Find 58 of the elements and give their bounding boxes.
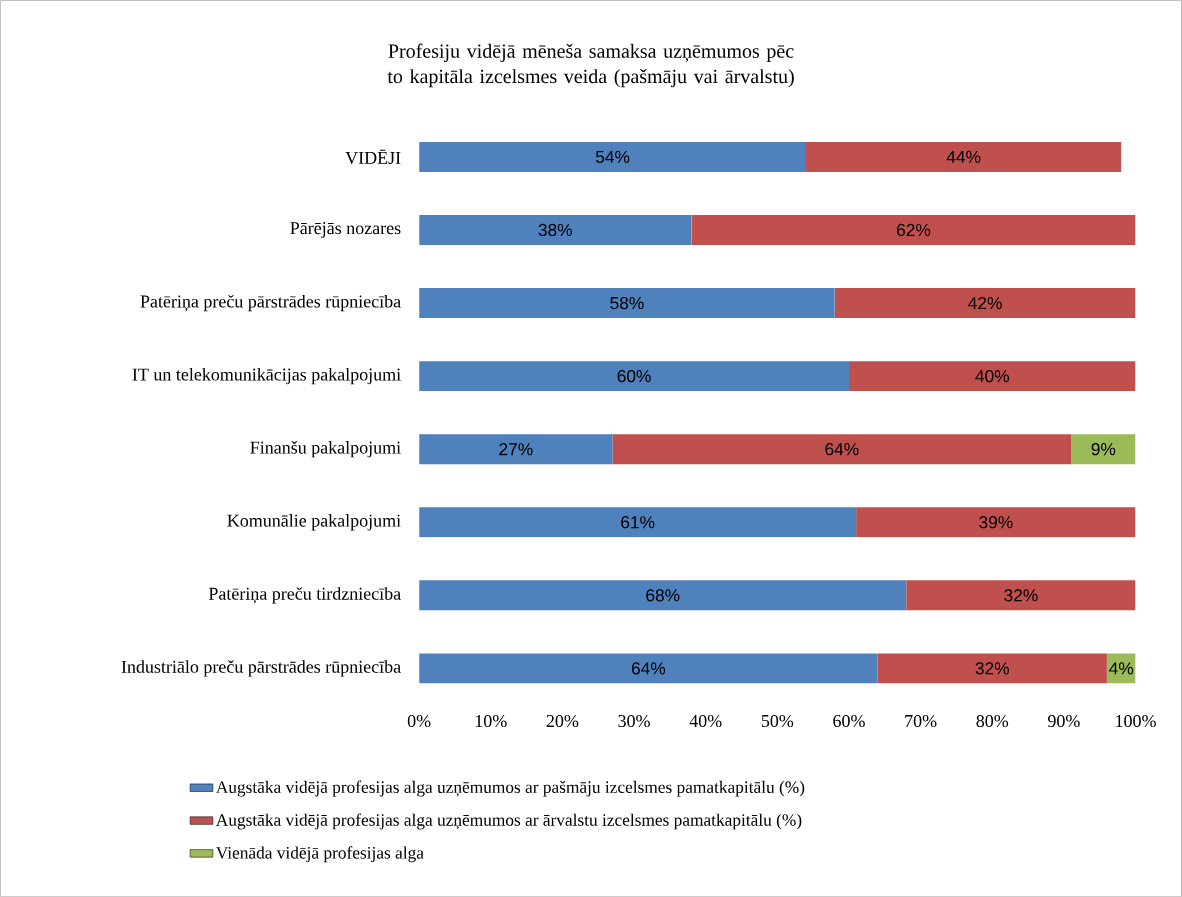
bar [419,434,613,465]
y-tick-label: Industriālo preču pārstrādes rūpniecība [121,660,401,677]
bar [834,287,1136,318]
legend-label: Vienāda vidējā profesijas alga [215,846,424,863]
data-label: 9% [1091,442,1116,456]
data-label: 44% [946,150,981,163]
y-tick-label: IT un telekomunikācijas pakalpojumi [132,367,401,385]
bar [856,507,1136,538]
data-label: 64% [825,442,859,456]
data-label: 54% [595,150,630,163]
bar [906,580,1136,611]
data-label: 27% [499,442,533,456]
bar [806,141,1122,172]
x-tick-label: 50% [761,714,794,728]
bar [419,653,878,684]
bar [419,287,835,318]
x-tick-label: 80% [976,714,1009,728]
data-label: 38% [538,223,572,236]
bar [419,214,692,245]
bar [848,361,1136,391]
data-label: 68% [646,589,680,602]
bar [419,361,849,391]
data-label: 42% [968,296,1002,310]
x-tick-label: 40% [689,714,722,728]
data-label: 4% [1109,662,1134,675]
bar [419,580,907,611]
data-label: 39% [979,515,1013,529]
data-label: 40% [975,369,1009,383]
data-label: 62% [897,223,931,236]
data-label: 60% [617,369,651,383]
x-tick-label: 20% [546,714,579,728]
y-tick-label: VIDĒJI [345,149,401,164]
data-label: 32% [975,662,1009,675]
bar [419,141,806,172]
y-tick-label: Finanšu pakalpojumi [250,440,401,458]
x-tick-label: 100% [1116,714,1156,728]
data-label: 61% [621,515,655,529]
y-tick-label: Patēriņa preču tirdzniecība [208,587,401,604]
y-tick-label: Pārējās nozares [290,222,401,238]
data-label: 64% [631,662,666,675]
bar [877,653,1107,684]
bar [612,434,1072,465]
legend-label: Augstāka vidējā profesijas alga uzņēmumos ar ārvalstu izcelsmes pamatkapitālu (%) [215,813,802,830]
legend-label: Augstāka vidējā profesijas alga uzņēmumos ar pašmāju izcelsmes pamatkapitālu (%) [215,780,805,797]
bar [691,214,1136,245]
x-tick-label: 90% [1048,714,1080,728]
data-label: 58% [610,296,644,310]
x-tick-label: 60% [833,714,865,728]
x-tick-label: 70% [905,714,937,728]
chart-title: Profesiju vidējā mēneša samaksa uzņēmumos pēc to kapitāla izcelsmes veida (pašmāju vai ārvalstu) [387,43,794,88]
data-label: 32% [1004,589,1038,602]
y-tick-label: Patēriņa preču pārstrādes rūpniecība [140,294,401,312]
x-tick-label: 30% [618,714,650,728]
y-tick-label: Komunālie pakalpojumi [227,513,401,531]
x-tick-label: 0% [407,714,431,728]
bar [1071,434,1136,465]
x-tick-label: 10% [475,714,507,728]
bar [419,507,857,538]
